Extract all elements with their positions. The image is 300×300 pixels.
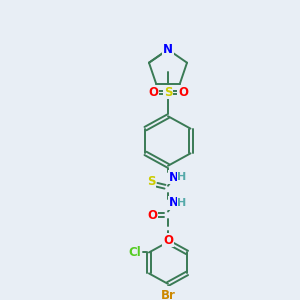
Text: Br: Br xyxy=(160,289,175,300)
Text: O: O xyxy=(163,234,173,247)
Text: N: N xyxy=(163,43,173,56)
Text: O: O xyxy=(148,86,158,99)
Text: S: S xyxy=(147,176,155,188)
Text: Cl: Cl xyxy=(129,246,141,259)
Text: N: N xyxy=(169,196,179,209)
Text: O: O xyxy=(147,209,157,222)
Text: N: N xyxy=(169,171,179,184)
Text: S: S xyxy=(164,86,172,99)
Text: H: H xyxy=(177,172,187,182)
Text: O: O xyxy=(178,86,188,99)
Text: H: H xyxy=(177,198,187,208)
